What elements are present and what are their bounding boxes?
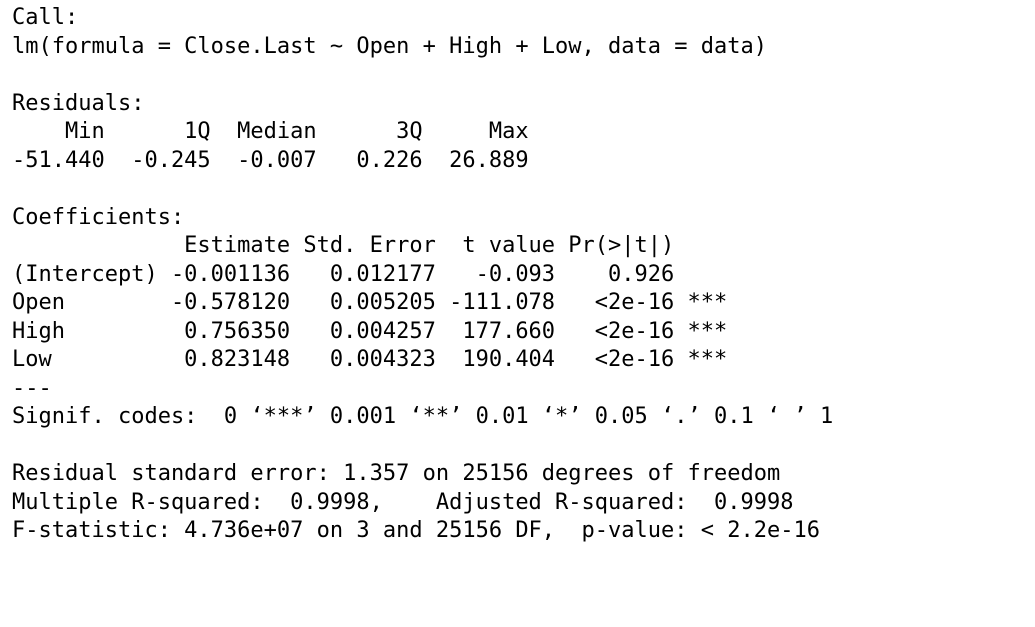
coefficients-header-row: Estimate Std. Error t value Pr(>|t|) — [12, 233, 728, 258]
blank-line — [12, 432, 1035, 461]
blank-line — [12, 61, 1035, 90]
coefficients-heading: Coefficients: — [12, 204, 185, 230]
coefficients-row-high: High 0.756350 0.004257 177.660 <2e-16 **… — [12, 318, 728, 344]
residuals-heading: Residuals: — [12, 90, 145, 116]
residuals-values-row: -51.440 -0.245 -0.007 0.226 26.889 — [12, 147, 542, 173]
signif-codes: Signif. codes: 0 ‘***’ 0.001 ‘**’ 0.01 ‘… — [12, 404, 834, 429]
coefficients-separator: --- — [12, 375, 52, 401]
f-statistic-line: F-statistic: 4.736e+07 on 3 and 25156 DF… — [12, 518, 820, 543]
residual-standard-error: Residual standard error: 1.357 on 25156 … — [12, 461, 781, 486]
call-heading: Call: — [12, 5, 79, 30]
r-squared-line: Multiple R-squared: 0.9998, Adjusted R-s… — [12, 489, 807, 515]
coefficients-row-intercept: (Intercept) -0.001136 0.012177 -0.093 0.… — [12, 261, 728, 287]
coefficients-row-open: Open -0.578120 0.005205 -111.078 <2e-16 … — [12, 290, 728, 315]
residuals-header-row: Min 1Q Median 3Q Max — [12, 119, 542, 144]
blank-line — [12, 175, 1035, 204]
coefficients-row-low: Low 0.823148 0.004323 190.404 <2e-16 *** — [12, 347, 728, 372]
call-formula: lm(formula = Close.Last ~ Open + High + … — [12, 33, 767, 59]
